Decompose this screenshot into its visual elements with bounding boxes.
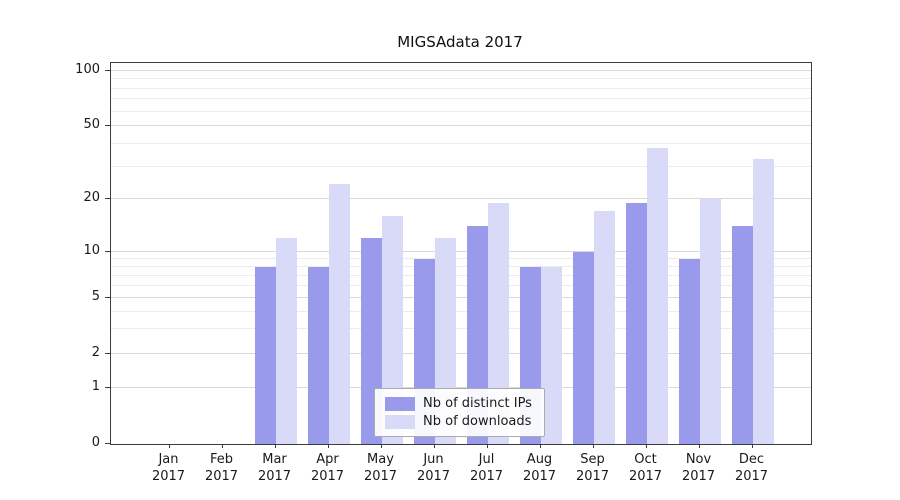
x-tick-label: Mar 2017	[257, 452, 292, 484]
x-tick-label: Nov 2017	[681, 452, 716, 484]
bar-distinct-ips-nov	[678, 259, 700, 444]
minor-gridline	[111, 265, 811, 267]
y-tick-label: 10	[83, 243, 100, 258]
bar-downloads-apr	[328, 184, 350, 444]
legend-label-downloads: Nb of downloads	[423, 414, 532, 429]
x-tick-mark	[168, 444, 170, 448]
bar-distinct-ips-apr	[307, 266, 329, 444]
bar-distinct-ips-oct	[625, 202, 647, 444]
legend-label-distinct-ips: Nb of distinct IPs	[423, 396, 532, 411]
x-tick-mark	[539, 444, 541, 448]
legend-swatch-downloads	[385, 414, 415, 429]
y-tick-mark	[105, 297, 110, 298]
bar-downloads-jul	[487, 202, 509, 444]
y-tick-mark	[105, 125, 110, 126]
x-tick-mark	[221, 444, 223, 448]
x-tick-mark	[592, 444, 594, 448]
x-tick-label: Jun 2017	[416, 452, 451, 484]
x-tick-label: May 2017	[363, 452, 398, 484]
bar-downloads-dec	[752, 159, 774, 444]
y-tick-label: 50	[83, 117, 100, 132]
major-gridline	[111, 387, 811, 388]
x-tick-label: Jan 2017	[151, 452, 186, 484]
bar-downloads-nov	[699, 199, 721, 444]
y-tick-mark	[105, 198, 110, 199]
x-tick-label: Feb 2017	[204, 452, 239, 484]
minor-gridline	[111, 165, 811, 167]
y-tick-label: 5	[91, 289, 100, 304]
minor-gridline	[111, 258, 811, 259]
plot-area	[110, 62, 812, 445]
major-gridline	[111, 70, 811, 71]
y-tick-label: 1	[91, 379, 100, 394]
y-tick-mark	[105, 353, 110, 354]
x-tick-label: Jul 2017	[469, 452, 504, 484]
x-tick-label: Sep 2017	[575, 452, 610, 484]
legend-item-downloads: Nb of downloads	[385, 414, 534, 429]
minor-gridline	[111, 110, 811, 112]
x-tick-label: Apr 2017	[310, 452, 345, 484]
y-tick-label: 2	[91, 345, 100, 360]
minor-gridline	[111, 78, 811, 80]
x-tick-mark	[274, 444, 276, 448]
bar-downloads-mar	[275, 238, 297, 444]
bar-downloads-oct	[646, 147, 668, 444]
bar-downloads-sep	[593, 211, 615, 444]
x-tick-mark	[645, 444, 647, 448]
major-gridline	[111, 125, 811, 126]
x-tick-label: Dec 2017	[734, 452, 769, 484]
x-tick-mark	[486, 444, 488, 448]
x-tick-mark	[327, 444, 329, 448]
major-gridline	[111, 251, 811, 252]
x-tick-label: Aug 2017	[522, 452, 557, 484]
minor-gridline	[111, 310, 811, 312]
minor-gridline	[111, 142, 811, 144]
x-tick-mark	[433, 444, 435, 448]
bar-distinct-ips-sep	[572, 252, 594, 444]
legend-item-distinct-ips: Nb of distinct IPs	[385, 396, 534, 411]
major-gridline	[111, 297, 811, 298]
major-gridline	[111, 353, 811, 354]
y-tick-mark	[105, 70, 110, 71]
y-tick-label: 0	[91, 435, 100, 450]
minor-gridline	[111, 87, 811, 89]
y-tick-label: 20	[83, 190, 100, 205]
bar-distinct-ips-dec	[731, 226, 753, 444]
x-tick-mark	[380, 444, 382, 448]
minor-gridline	[111, 274, 811, 276]
y-tick-mark	[105, 251, 110, 252]
x-tick-mark	[751, 444, 753, 448]
x-tick-label: Oct 2017	[628, 452, 663, 484]
minor-gridline	[111, 98, 811, 100]
minor-gridline	[111, 328, 811, 330]
legend: Nb of distinct IPs Nb of downloads	[374, 388, 545, 437]
legend-swatch-distinct-ips	[385, 396, 415, 411]
chart-title: MIGSAdata 2017	[397, 33, 523, 51]
minor-gridline	[111, 284, 811, 286]
bar-downloads-aug	[540, 266, 562, 444]
y-tick-mark	[105, 443, 110, 444]
y-tick-label: 100	[75, 62, 100, 77]
major-gridline	[111, 198, 811, 199]
y-tick-mark	[105, 387, 110, 388]
bar-distinct-ips-mar	[254, 266, 276, 444]
bar-downloads-may	[381, 216, 403, 444]
x-tick-mark	[698, 444, 700, 448]
